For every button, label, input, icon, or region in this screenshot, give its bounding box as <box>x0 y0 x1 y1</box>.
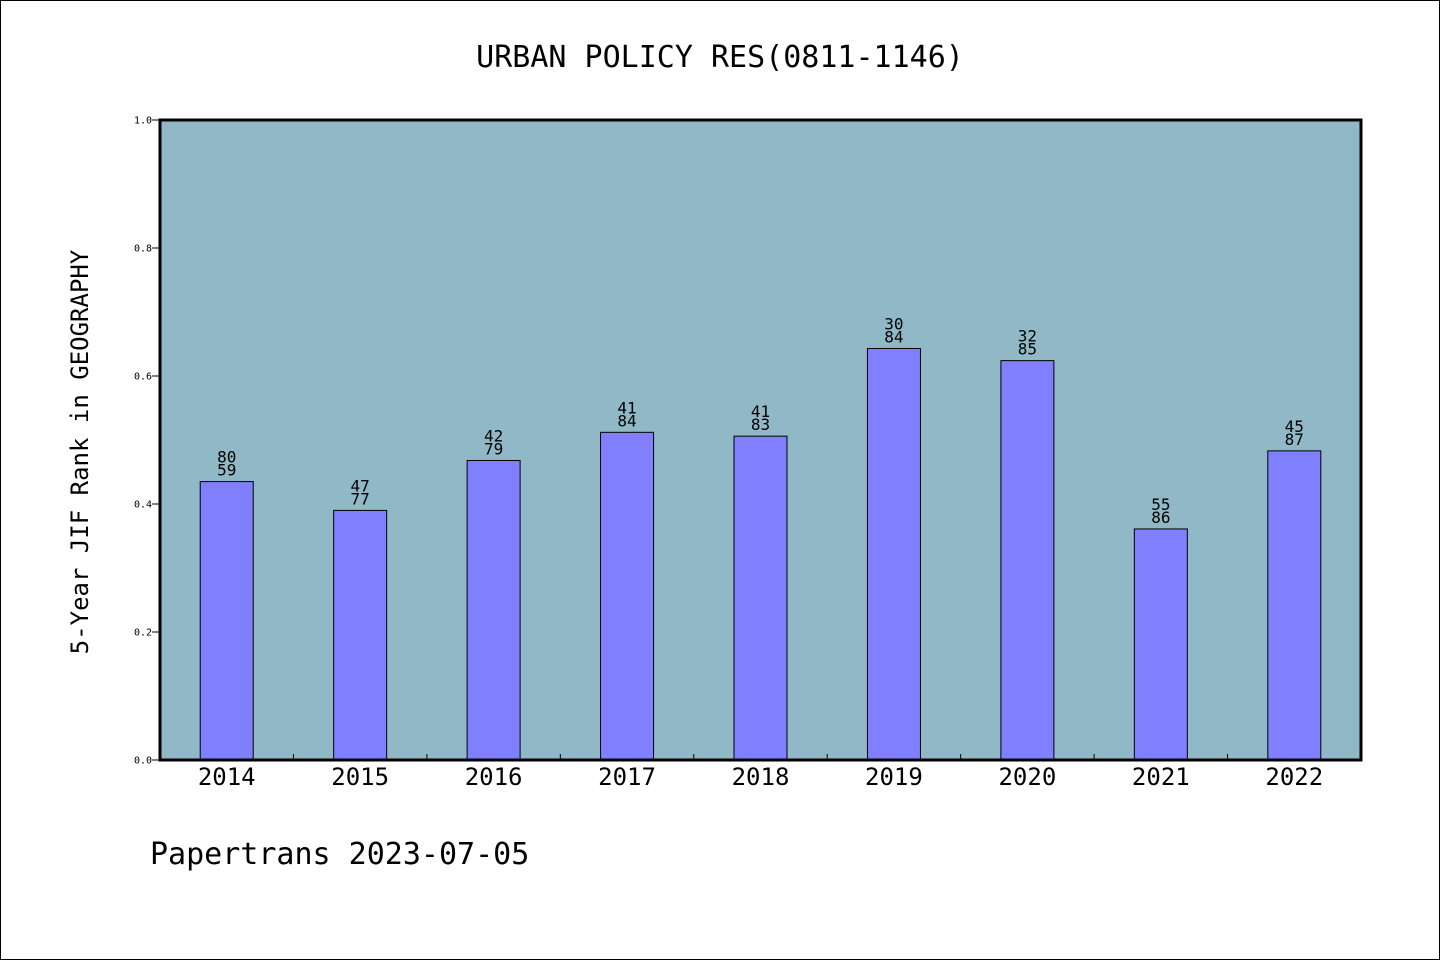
y-tick-label: 0.4 <box>134 500 152 511</box>
bar-label-percentile: 79 <box>484 439 503 458</box>
bar-2018 <box>733 435 788 761</box>
x-tick-label: 2015 <box>331 763 389 791</box>
axis-ticks: 0.0 0.2 0.4 0.6 0.8 1.0 2014 2015 2016 2017 2018 20… <box>134 116 1323 792</box>
bar-label-percentile: 85 <box>1018 340 1037 359</box>
bar-label-rank: 41 <box>617 398 636 417</box>
bar-label-percentile: 83 <box>751 415 770 434</box>
bar-2017 <box>600 431 655 761</box>
bar-label-percentile: 86 <box>1151 508 1170 527</box>
bar-2022 <box>1267 450 1322 761</box>
bar-label-rank: 80 <box>217 448 236 467</box>
bar-label-percentile: 84 <box>617 411 636 430</box>
y-tick-label: 0.0 <box>134 756 152 767</box>
chart-title: URBAN POLICY RES(0811-1146) <box>476 40 964 75</box>
bar-2015 <box>333 509 388 761</box>
x-tick-label: 2021 <box>1132 763 1190 791</box>
bar-label-percentile: 59 <box>217 461 236 480</box>
bar-label-rank: 32 <box>1018 327 1037 346</box>
bar-label-rank: 42 <box>484 426 503 445</box>
bar-label-rank: 45 <box>1285 417 1304 436</box>
bar-label-rank: 30 <box>884 314 903 333</box>
bar-label-percentile: 77 <box>351 489 370 508</box>
y-tick-label: 0.2 <box>134 628 152 639</box>
bar-label-rank: 41 <box>751 402 770 421</box>
y-tick-label: 0.8 <box>134 244 152 255</box>
bar-label-percentile: 84 <box>884 327 903 346</box>
x-tick-label: 2018 <box>732 763 790 791</box>
x-tick-label: 2017 <box>598 763 656 791</box>
bar-label-rank: 55 <box>1151 495 1170 514</box>
x-tick-label: 2016 <box>465 763 523 791</box>
bar-2021 <box>1133 528 1188 761</box>
x-tick-label: 2022 <box>1265 763 1323 791</box>
x-tick-label: 2014 <box>198 763 256 791</box>
x-tick-label: 2020 <box>998 763 1056 791</box>
bar-2014 <box>199 481 254 761</box>
footer-text: Papertrans 2023-07-05 <box>150 837 529 872</box>
bar-label-percentile: 87 <box>1285 430 1304 449</box>
bars <box>199 347 1322 761</box>
bar-label-rank: 47 <box>351 476 370 495</box>
y-tick-label: 1.0 <box>134 116 152 127</box>
bar-2016 <box>466 459 521 761</box>
y-axis-label: 5-Year JIF Rank in GEOGRAPHY <box>66 249 94 654</box>
bar-2020 <box>1000 360 1055 761</box>
y-tick-label: 0.6 <box>134 372 152 383</box>
plot-border <box>158 118 1363 762</box>
bar-2019 <box>866 347 921 761</box>
x-tick-label: 2019 <box>865 763 923 791</box>
